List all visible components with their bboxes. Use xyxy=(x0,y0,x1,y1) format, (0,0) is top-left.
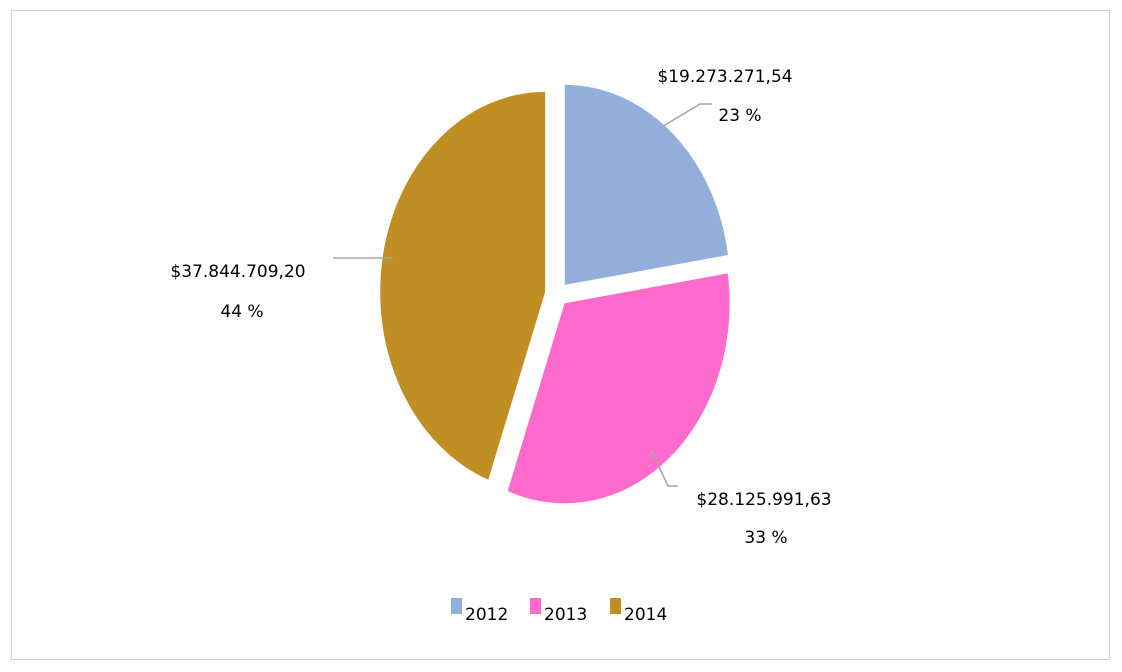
data-label-value-2013: $28.125.991,63 xyxy=(696,490,831,510)
legend-swatch-2012 xyxy=(451,598,462,614)
leader-line-2012 xyxy=(659,103,712,129)
data-label-value-2012: $19.273.271,54 xyxy=(657,67,792,87)
pie-slice-2012 xyxy=(564,84,728,285)
pie-slices xyxy=(380,84,730,504)
data-label-value-2014: $37.844.709,20 xyxy=(170,262,305,282)
legend: 2012 2013 2014 xyxy=(451,598,667,625)
data-label-percent-2013: 33 % xyxy=(744,528,787,548)
legend-swatch-2013 xyxy=(530,598,541,614)
pie-slice-2013 xyxy=(507,273,730,504)
leader-line-2013 xyxy=(650,449,678,487)
legend-label-2013: 2013 xyxy=(544,605,587,625)
leader-lines xyxy=(333,103,712,487)
data-label-percent-2014: 44 % xyxy=(220,302,263,322)
data-label-percent-2012: 23 % xyxy=(718,106,761,126)
legend-label-2012: 2012 xyxy=(465,605,508,625)
data-labels: $19.273.271,54 23 % $28.125.991,63 33 % … xyxy=(170,67,831,548)
legend-label-2014: 2014 xyxy=(624,605,667,625)
pie-slice-2014 xyxy=(380,91,546,480)
legend-swatch-2014 xyxy=(610,598,621,614)
